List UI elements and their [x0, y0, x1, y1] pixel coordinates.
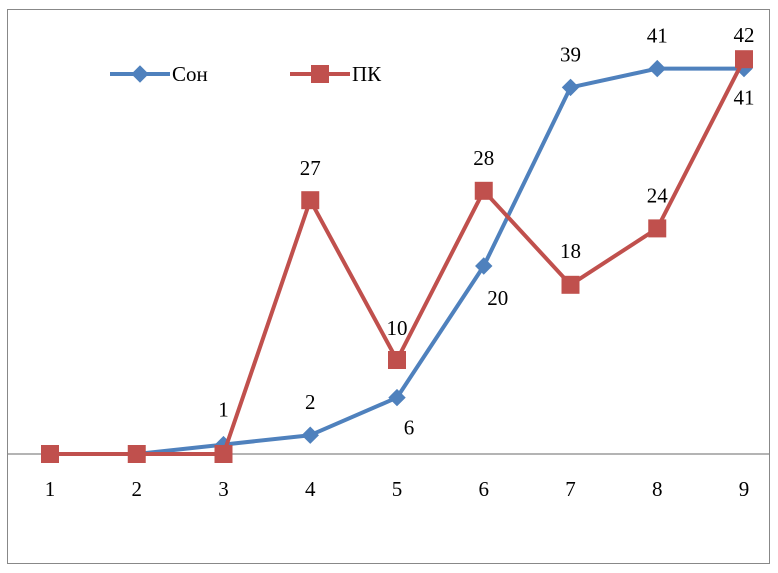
legend-item-2: ПК [290, 62, 382, 86]
data-label: 41 [647, 24, 668, 48]
data-label: 41 [734, 86, 755, 110]
legend-label: Сон [172, 62, 208, 86]
legend-marker [131, 65, 149, 83]
series-2-marker-6 [474, 181, 493, 200]
chart-frame [7, 9, 770, 564]
data-labels: 1 2 6 20 39 41 41 27 10 28 18 24 42 [218, 23, 754, 439]
x-tick-label: 5 [392, 477, 403, 501]
data-label: 24 [647, 183, 669, 207]
x-tick-label: 6 [479, 477, 490, 501]
x-tick-labels: 1 2 3 4 5 6 7 8 9 [45, 477, 750, 501]
legend-label: ПК [352, 62, 382, 86]
series-2-marker-3 [214, 445, 233, 463]
x-tick-label: 4 [305, 477, 316, 501]
data-label: 42 [734, 23, 755, 47]
series-2-marker-5 [388, 351, 406, 369]
series-2-marker-4 [301, 191, 320, 210]
x-tick-label: 1 [45, 477, 56, 501]
series-2-marker-1 [41, 445, 59, 463]
x-tick-label: 3 [218, 477, 229, 501]
series-1-marker-6 [475, 257, 493, 275]
series-1 [41, 59, 753, 463]
series-2-marker-8 [648, 219, 667, 238]
series-2-marker-9 [735, 50, 753, 69]
series-2 [41, 50, 753, 463]
legend-item-1: Сон [110, 62, 208, 86]
series-1-marker-8 [648, 59, 666, 78]
x-tick-label: 8 [652, 477, 663, 501]
series-1-marker-7 [561, 78, 580, 97]
x-tick-label: 9 [739, 477, 750, 501]
data-label: 10 [387, 316, 408, 340]
series-layer [41, 50, 753, 463]
data-label: 39 [560, 42, 581, 66]
data-label: 27 [300, 156, 321, 180]
x-tick-label: 2 [132, 477, 143, 501]
series-1-marker-5 [388, 388, 406, 407]
data-label: 6 [404, 416, 415, 440]
legend: Сон ПК [110, 62, 382, 86]
data-label: 18 [560, 239, 581, 263]
series-1-marker-4 [301, 426, 319, 444]
series-2-marker-2 [127, 445, 146, 463]
data-label: 28 [473, 146, 494, 170]
data-label: 20 [487, 286, 508, 310]
data-label: 2 [305, 390, 316, 414]
x-tick-label: 7 [565, 477, 576, 501]
series-2-marker-7 [561, 275, 580, 294]
data-label: 1 [218, 398, 229, 422]
legend-marker [311, 65, 329, 83]
